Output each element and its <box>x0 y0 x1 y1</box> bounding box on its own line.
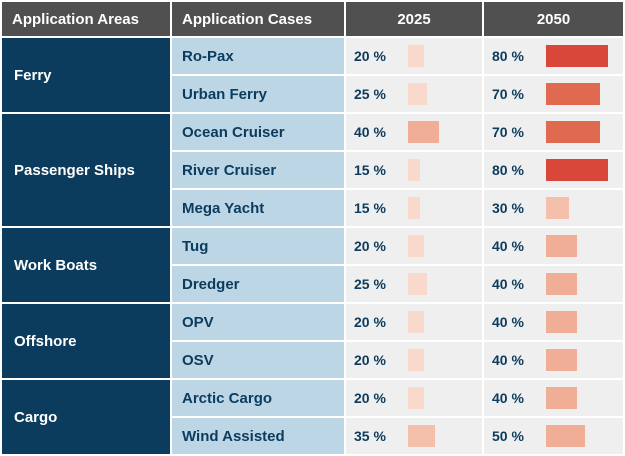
value-label-ro-pax-2050: 80 % <box>492 48 524 64</box>
case-osv: OSV <box>172 342 344 378</box>
header-application-areas: Application Areas <box>2 2 170 36</box>
case-urban-ferry: Urban Ferry <box>172 76 344 112</box>
value-label-osv-2050: 40 % <box>492 352 524 368</box>
value-label-river-cruiser-2025: 15 % <box>354 162 386 178</box>
header-2025: 2025 <box>346 2 482 36</box>
value-cell-arctic-cargo-2025: 20 % <box>346 380 482 416</box>
value-bar-urban-ferry-2025 <box>408 83 427 105</box>
value-bar-dredger-2025 <box>408 273 427 295</box>
value-label-dredger-2050: 40 % <box>492 276 524 292</box>
value-cell-river-cruiser-2050: 80 % <box>484 152 623 188</box>
value-cell-ro-pax-2025: 20 % <box>346 38 482 74</box>
value-cell-opv-2050: 40 % <box>484 304 623 340</box>
case-ocean-cruiser: Ocean Cruiser <box>172 114 344 150</box>
case-dredger: Dredger <box>172 266 344 302</box>
value-label-ro-pax-2025: 20 % <box>354 48 386 64</box>
value-label-osv-2025: 20 % <box>354 352 386 368</box>
value-label-urban-ferry-2025: 25 % <box>354 86 386 102</box>
value-cell-tug-2050: 40 % <box>484 228 623 264</box>
case-river-cruiser: River Cruiser <box>172 152 344 188</box>
area-cargo: Cargo <box>2 380 170 454</box>
value-cell-dredger-2025: 25 % <box>346 266 482 302</box>
value-label-river-cruiser-2050: 80 % <box>492 162 524 178</box>
value-cell-ocean-cruiser-2050: 70 % <box>484 114 623 150</box>
value-label-urban-ferry-2050: 70 % <box>492 86 524 102</box>
value-bar-arctic-cargo-2025 <box>408 387 424 409</box>
case-tug: Tug <box>172 228 344 264</box>
value-label-wind-assisted-2050: 50 % <box>492 428 524 444</box>
value-cell-arctic-cargo-2050: 40 % <box>484 380 623 416</box>
value-bar-river-cruiser-2025 <box>408 159 420 181</box>
value-bar-ocean-cruiser-2050 <box>546 121 600 143</box>
case-ro-pax: Ro-Pax <box>172 38 344 74</box>
value-label-arctic-cargo-2050: 40 % <box>492 390 524 406</box>
case-wind-assisted: Wind Assisted <box>172 418 344 454</box>
value-label-dredger-2025: 25 % <box>354 276 386 292</box>
case-mega-yacht: Mega Yacht <box>172 190 344 226</box>
value-cell-urban-ferry-2050: 70 % <box>484 76 623 112</box>
value-bar-tug-2050 <box>546 235 577 257</box>
value-bar-mega-yacht-2050 <box>546 197 569 219</box>
value-bar-river-cruiser-2050 <box>546 159 608 181</box>
value-bar-wind-assisted-2050 <box>546 425 585 447</box>
value-cell-mega-yacht-2050: 30 % <box>484 190 623 226</box>
value-cell-mega-yacht-2025: 15 % <box>346 190 482 226</box>
value-bar-ocean-cruiser-2025 <box>408 121 439 143</box>
value-cell-ocean-cruiser-2025: 40 % <box>346 114 482 150</box>
value-bar-mega-yacht-2025 <box>408 197 420 219</box>
case-opv: OPV <box>172 304 344 340</box>
value-cell-wind-assisted-2050: 50 % <box>484 418 623 454</box>
value-label-opv-2025: 20 % <box>354 314 386 330</box>
value-bar-opv-2025 <box>408 311 424 333</box>
value-label-ocean-cruiser-2050: 70 % <box>492 124 524 140</box>
value-cell-dredger-2050: 40 % <box>484 266 623 302</box>
value-label-ocean-cruiser-2025: 40 % <box>354 124 386 140</box>
value-label-opv-2050: 40 % <box>492 314 524 330</box>
value-bar-tug-2025 <box>408 235 424 257</box>
value-bar-opv-2050 <box>546 311 577 333</box>
case-arctic-cargo: Arctic Cargo <box>172 380 344 416</box>
value-label-mega-yacht-2050: 30 % <box>492 200 524 216</box>
value-label-mega-yacht-2025: 15 % <box>354 200 386 216</box>
value-cell-tug-2025: 20 % <box>346 228 482 264</box>
value-label-tug-2025: 20 % <box>354 238 386 254</box>
header-application-cases: Application Cases <box>172 2 344 36</box>
value-cell-ro-pax-2050: 80 % <box>484 38 623 74</box>
value-bar-arctic-cargo-2050 <box>546 387 577 409</box>
value-bar-osv-2050 <box>546 349 577 371</box>
value-bar-osv-2025 <box>408 349 424 371</box>
value-cell-osv-2025: 20 % <box>346 342 482 378</box>
value-cell-opv-2025: 20 % <box>346 304 482 340</box>
value-label-arctic-cargo-2025: 20 % <box>354 390 386 406</box>
value-bar-dredger-2050 <box>546 273 577 295</box>
value-label-tug-2050: 40 % <box>492 238 524 254</box>
value-cell-wind-assisted-2025: 35 % <box>346 418 482 454</box>
area-offshore: Offshore <box>2 304 170 378</box>
value-bar-ro-pax-2050 <box>546 45 608 67</box>
value-label-wind-assisted-2025: 35 % <box>354 428 386 444</box>
value-bar-wind-assisted-2025 <box>408 425 435 447</box>
value-bar-ro-pax-2025 <box>408 45 424 67</box>
area-ferry: Ferry <box>2 38 170 112</box>
value-cell-urban-ferry-2025: 25 % <box>346 76 482 112</box>
area-work-boats: Work Boats <box>2 228 170 302</box>
area-passenger-ships: Passenger Ships <box>2 114 170 226</box>
header-2050: 2050 <box>484 2 623 36</box>
value-bar-urban-ferry-2050 <box>546 83 600 105</box>
value-cell-river-cruiser-2025: 15 % <box>346 152 482 188</box>
value-cell-osv-2050: 40 % <box>484 342 623 378</box>
